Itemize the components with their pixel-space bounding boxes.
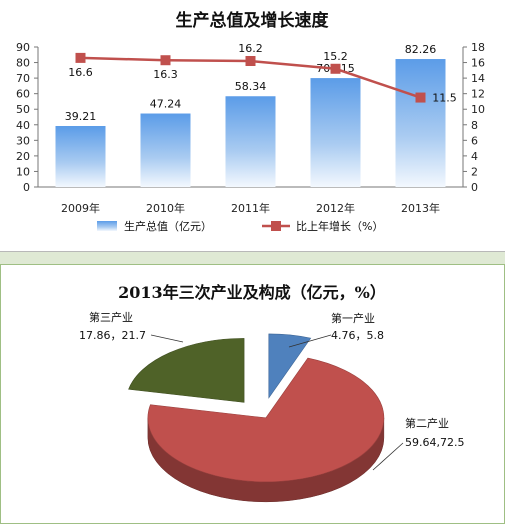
slice-name-label: 第一产业: [331, 311, 375, 325]
slice-3: [128, 338, 245, 403]
line-data-label: 11.5: [432, 92, 457, 105]
gdp-growth-chart-panel: 生产总值及增长速度 0 10 20 30 40 50 60 70 80 90 0 2 4 6 8 10 12 14…: [0, 0, 505, 252]
bar-data-label: 58.34: [235, 80, 267, 93]
slice-value-label: 59.64,72.5: [405, 436, 464, 449]
y-right-tick-label: 2: [471, 165, 478, 178]
bar: [225, 96, 276, 187]
bar: [395, 59, 446, 187]
y-left-tick-label: 40: [16, 119, 30, 132]
chart-axes: 0 10 20 30 40 50 60 70 80 90 0 2 4 6 8 10 12 14 16 18: [16, 41, 485, 194]
line-data-label: 15.2: [323, 50, 348, 63]
pie-labels: 第一产业 4.76，5.8 第二产业 59.64,72.5 第三产业 17.86，21.7: [79, 310, 464, 471]
chart-title: 生产总值及增长速度: [176, 10, 330, 31]
y-left-tick-label: 30: [16, 134, 30, 147]
line-data-label: 16.3: [153, 68, 178, 81]
panel-separator: [0, 252, 505, 264]
x-tick-label: 2011年: [231, 201, 270, 215]
bar: [55, 126, 106, 187]
bar-data-label: 47.24: [150, 98, 182, 111]
x-tick-label: 2013年: [401, 201, 440, 215]
bar: [140, 113, 191, 187]
legend-label-bar: 生产总值（亿元）: [124, 219, 212, 233]
y-right-tick-label: 16: [471, 57, 485, 70]
bar-data-label: 39.21: [65, 110, 97, 123]
y-left-tick-label: 0: [23, 181, 30, 194]
y-right-tick-label: 10: [471, 103, 485, 116]
slice-value-label: 17.86，21.7: [79, 329, 146, 342]
legend-swatch-bar: [97, 221, 117, 231]
leader-line: [288, 334, 332, 348]
x-tick-label: 2010年: [146, 201, 185, 215]
y-left-tick-label: 20: [16, 150, 30, 163]
bar-data-label: 82.26: [405, 43, 437, 56]
x-tick-label: 2009年: [61, 201, 100, 215]
y-left-tick-label: 80: [16, 57, 30, 70]
line-point: [75, 52, 86, 63]
slice-name-label: 第二产业: [405, 416, 449, 430]
line-point: [330, 63, 341, 74]
industry-pie-chart: 2013年三次产业及构成（亿元，%） 第一产业 4.76，5.8 第二产业 59.64…: [79, 283, 464, 503]
y-right-tick-label: 12: [471, 88, 485, 101]
leader-line: [150, 334, 184, 343]
chart-legend: 生产总值（亿元） 比上年增长（%）: [97, 219, 383, 233]
leader-line: [372, 442, 404, 471]
y-right-tick-label: 14: [471, 72, 485, 85]
line-data-label: 16.2: [238, 42, 263, 55]
slice-name-label: 第三产业: [89, 310, 133, 324]
line-point: [245, 56, 256, 66]
y-left-tick-label: 50: [16, 103, 30, 116]
slice-1: [268, 333, 312, 399]
line-data-label: 16.6: [68, 66, 93, 79]
gdp-growth-chart: 生产总值及增长速度 0 10 20 30 40 50 60 70 80 90 0 2 4 6 8 10 12 14…: [16, 10, 485, 233]
y-right-tick-label: 18: [471, 41, 485, 54]
y-left-tick-label: 90: [16, 41, 30, 54]
y-left-tick-label: 70: [16, 72, 30, 85]
line-point: [160, 55, 171, 66]
y-right-tick-label: 0: [471, 181, 478, 194]
slice-2: [147, 357, 385, 483]
line-point: [415, 92, 426, 103]
y-left-tick-label: 60: [16, 88, 30, 101]
line-series: 16.6 16.3 16.2 15.2 11.5: [68, 42, 457, 105]
y-right-tick-label: 8: [471, 119, 478, 132]
x-tick-label: 2012年: [316, 201, 355, 215]
y-right-tick-label: 4: [471, 150, 478, 163]
bar: [310, 78, 361, 187]
y-left-tick-label: 10: [16, 165, 30, 178]
y-right-tick-label: 6: [471, 134, 478, 147]
legend-swatch-marker: [271, 221, 281, 231]
chart-title: 2013年三次产业及构成（亿元，%）: [118, 283, 386, 302]
slice-value-label: 4.76，5.8: [331, 329, 384, 342]
legend-label-line: 比上年增长（%）: [296, 219, 383, 233]
x-tick-labels: 2009年 2010年 2011年 2012年 2013年: [61, 201, 440, 215]
pie-slices: [128, 333, 385, 503]
industry-pie-chart-panel: 2013年三次产业及构成（亿元，%） 第一产业 4.76，5.8 第二产业 59.64…: [0, 264, 505, 524]
